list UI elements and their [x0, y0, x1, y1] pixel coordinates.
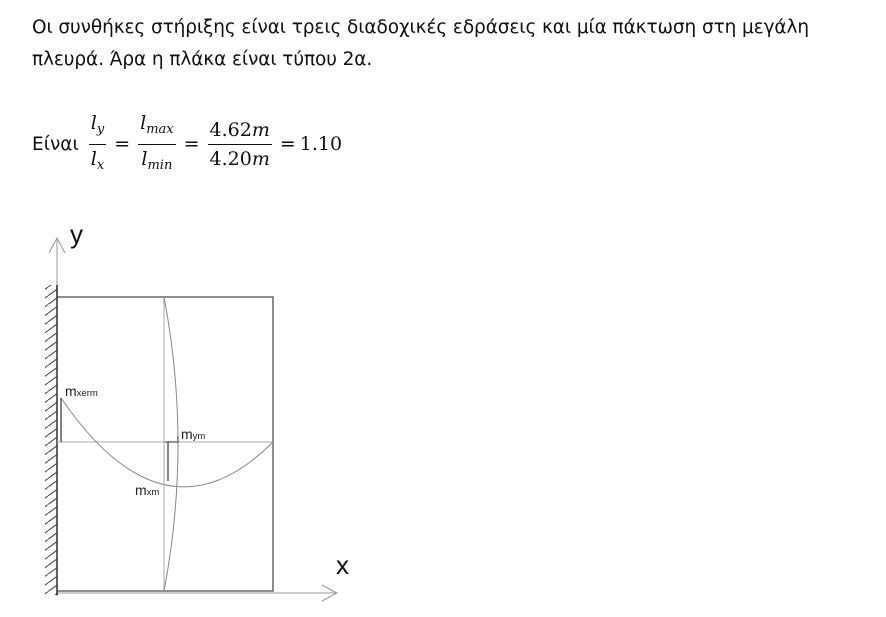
intro-paragraph: Οι συνθήκες στήριξης είναι τρεις διαδοχι… — [32, 12, 882, 76]
moment-curve-mx — [60, 397, 274, 488]
fraction-lmax-over-lmin: lmax lmin — [138, 111, 176, 178]
subscript-min: min — [147, 157, 173, 173]
slab-outline — [56, 296, 274, 592]
moment-symbol: m — [135, 482, 147, 498]
fraction-denominator: lx — [89, 145, 106, 178]
fraction-numerator: lmax — [138, 111, 176, 145]
y-axis-label: y — [70, 219, 83, 249]
var-l: l — [141, 147, 148, 170]
x-axis — [57, 584, 339, 602]
fraction-ly-over-lx: ly lx — [88, 111, 107, 178]
subscript-y: y — [96, 121, 105, 137]
moment-subscript: xm — [147, 487, 160, 498]
length-unit: m — [251, 118, 270, 141]
moment-subscript: ym — [193, 431, 206, 442]
fraction-denominator: 4.20m — [208, 145, 272, 171]
fraction-lengths: 4.62m 4.20m — [207, 118, 272, 171]
moment-curve-my — [163, 296, 179, 592]
subscript-x: x — [96, 157, 105, 173]
moment-symbol: m — [65, 383, 77, 399]
equals-sign: = — [279, 133, 296, 155]
fraction-numerator: ly — [88, 111, 107, 145]
intro-line-2: πλευρά. Άρα η πλάκα είναι τύπου 2α. — [32, 49, 373, 70]
label-mxerm: mxerm — [65, 383, 98, 399]
fraction-numerator: 4.62m — [207, 118, 272, 145]
label-mxm: mxm — [135, 482, 159, 498]
x-axis-label: x — [336, 550, 349, 580]
moment-symbol: m — [181, 426, 193, 442]
length-unit: m — [251, 147, 270, 170]
equals-sign: = — [183, 133, 200, 155]
ratio-equation: Είναι ly lx = lmax lmin = 4.62m 4.20m = … — [32, 112, 342, 176]
subscript-max: max — [146, 121, 174, 137]
length-value: 4.62 — [209, 118, 252, 141]
var-l: l — [90, 147, 97, 170]
var-l: l — [90, 111, 97, 134]
fixed-support-hatching — [45, 285, 58, 595]
intro-line-1: Οι συνθήκες στήριξης είναι τρεις διαδοχι… — [32, 17, 810, 38]
equals-sign: = — [114, 133, 131, 155]
equation-prefix: Είναι — [32, 133, 79, 155]
moment-subscript: xerm — [77, 388, 98, 399]
var-l: l — [140, 111, 147, 134]
mym-ordinate — [165, 436, 179, 443]
fraction-denominator: lmin — [139, 145, 174, 178]
label-mym: mym — [181, 426, 205, 442]
length-value: 4.20 — [209, 147, 252, 170]
ratio-result: 1.10 — [299, 133, 343, 155]
